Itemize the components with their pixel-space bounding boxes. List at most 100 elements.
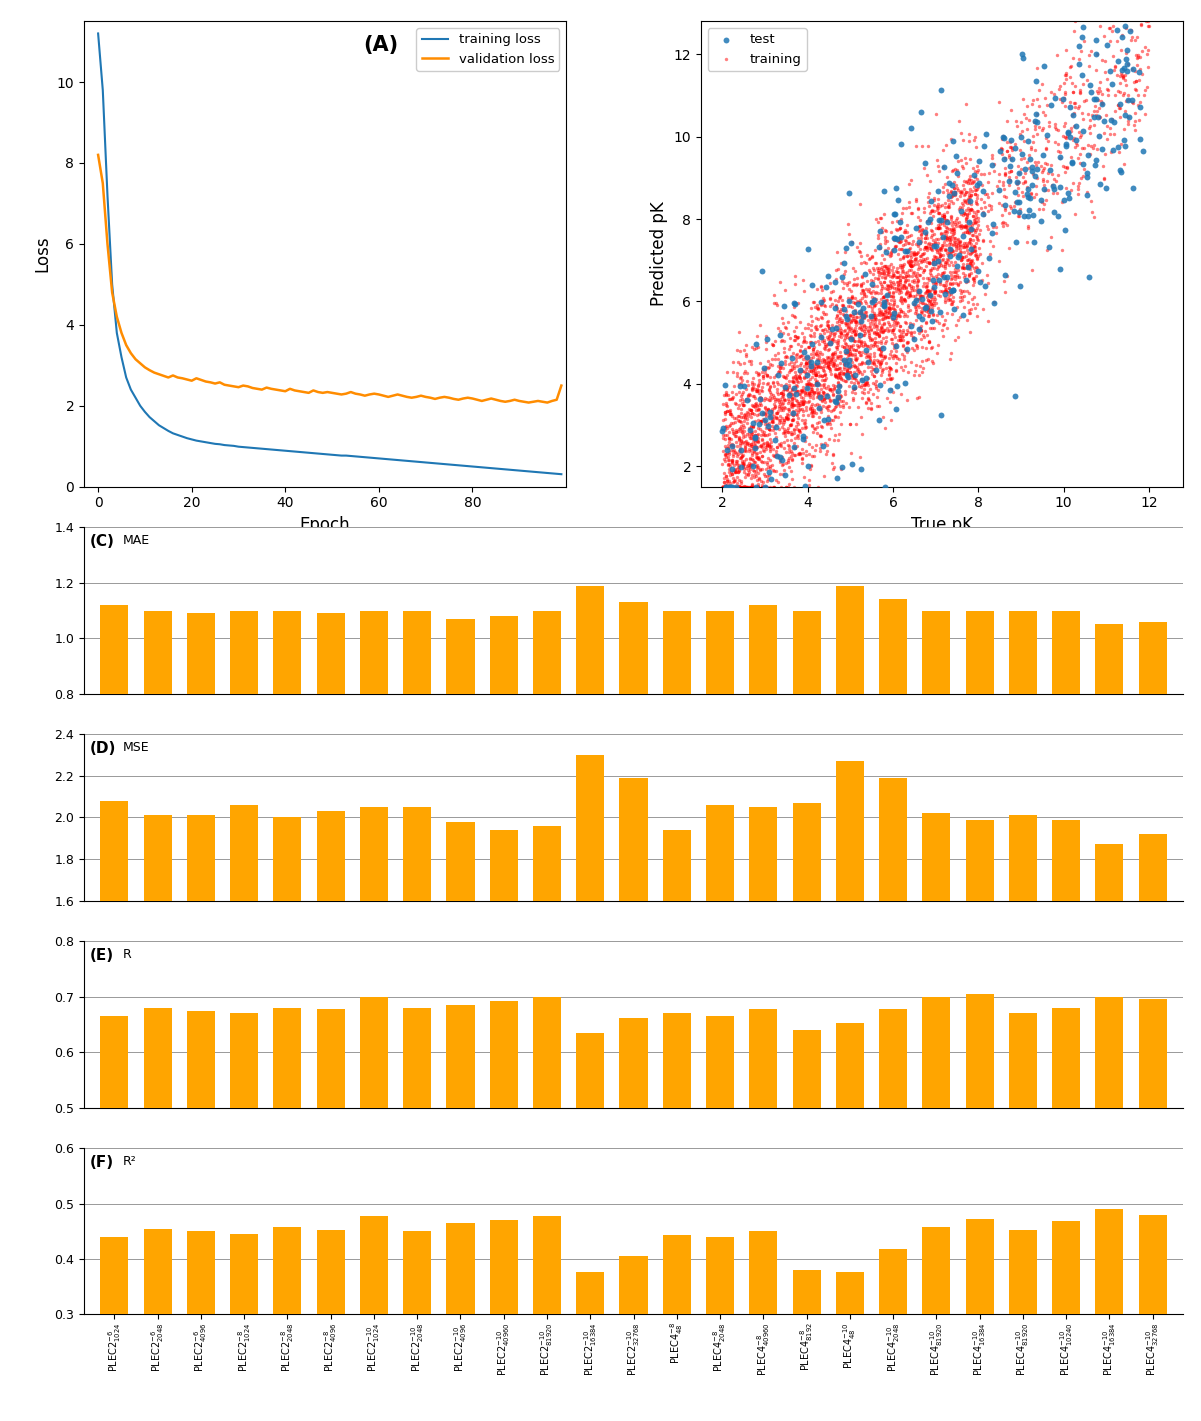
test [745,425,764,448]
training [928,296,948,318]
training [922,297,942,320]
training [942,250,961,273]
training [737,431,757,453]
training [758,433,777,456]
training [939,277,958,300]
test [1053,88,1072,111]
training [877,254,896,277]
training [821,399,841,422]
training [1089,105,1109,128]
training [761,399,781,422]
training [1081,122,1100,145]
training [924,276,943,298]
training [800,372,819,395]
training [725,460,745,483]
training [957,254,976,277]
training [1099,84,1118,107]
training [870,325,889,348]
training [908,259,927,281]
training [847,320,866,342]
training [852,331,871,354]
training [948,266,967,288]
training [843,387,862,409]
training [1057,178,1076,200]
test [1023,203,1042,226]
training [751,387,770,409]
test [1034,178,1053,200]
training [730,381,749,404]
training [980,243,999,266]
training [717,361,736,384]
test [1058,121,1077,144]
training [859,324,878,347]
training [1062,71,1081,94]
training [891,323,910,345]
training [876,226,895,249]
training [842,308,861,331]
training [746,395,765,418]
training [961,242,980,264]
training [758,398,777,421]
training [743,395,763,418]
training [1033,159,1052,182]
training [836,311,855,334]
training [758,431,777,453]
training [740,455,759,477]
training [930,313,949,335]
training [847,310,866,333]
training [858,340,877,362]
training [942,205,961,227]
training [913,135,932,158]
training [870,357,889,379]
training [743,449,763,472]
training [799,382,818,405]
training [807,371,826,394]
training [841,306,860,328]
training [812,342,831,365]
training [842,335,861,358]
training [724,439,743,462]
training [961,301,980,324]
training [1098,115,1117,138]
training [933,180,952,203]
training [716,391,735,414]
training [871,300,890,323]
validation loss [536,394,550,411]
training [767,436,787,459]
training [870,323,889,345]
training [975,196,994,219]
training [1068,134,1087,156]
training [886,260,906,283]
test [870,236,889,259]
training [1051,146,1070,169]
training [1017,94,1036,117]
training [757,416,776,439]
training [945,229,964,252]
training [1065,95,1085,118]
training [939,240,958,263]
training [912,301,931,324]
training [854,378,873,401]
training [722,476,741,499]
training [799,317,818,340]
training [740,448,759,470]
training [896,323,915,345]
training [787,404,806,426]
training [764,334,783,357]
training [972,196,991,219]
training [872,279,891,301]
test [1034,144,1053,166]
training [838,344,858,367]
training [943,182,962,205]
training [799,404,818,426]
training [921,212,940,234]
test [1111,159,1130,182]
test [932,404,951,426]
training [735,466,754,489]
training [784,435,803,458]
test [1094,109,1113,132]
training [1113,65,1133,88]
training [1014,172,1033,195]
training [854,374,873,396]
training [962,254,981,277]
